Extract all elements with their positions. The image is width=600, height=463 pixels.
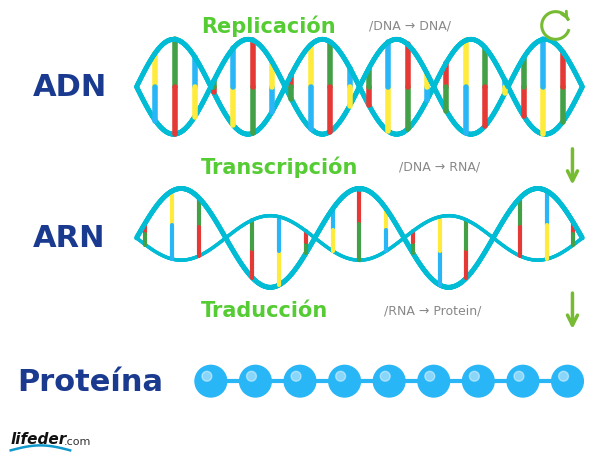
Circle shape xyxy=(469,371,479,382)
Text: /DNA → RNA/: /DNA → RNA/ xyxy=(399,160,480,173)
Text: Traducción: Traducción xyxy=(201,300,328,320)
Text: ARN: ARN xyxy=(32,224,105,253)
Circle shape xyxy=(373,366,405,397)
Circle shape xyxy=(291,371,301,382)
Circle shape xyxy=(425,371,435,382)
Circle shape xyxy=(559,371,568,382)
Text: Proteína: Proteína xyxy=(17,367,164,396)
Circle shape xyxy=(335,371,346,382)
Text: ADN: ADN xyxy=(32,73,107,102)
Circle shape xyxy=(239,366,271,397)
Circle shape xyxy=(551,366,583,397)
Text: .com: .com xyxy=(64,437,92,446)
Text: /RNA → Protein/: /RNA → Protein/ xyxy=(384,304,482,317)
Circle shape xyxy=(284,366,316,397)
Circle shape xyxy=(247,371,256,382)
Text: Transcripción: Transcripción xyxy=(201,156,358,177)
Text: Replicación: Replicación xyxy=(201,16,335,37)
Circle shape xyxy=(463,366,494,397)
Text: lifeder: lifeder xyxy=(11,431,67,446)
Text: /DNA → DNA/: /DNA → DNA/ xyxy=(370,20,451,33)
Circle shape xyxy=(380,371,390,382)
Circle shape xyxy=(195,366,227,397)
Circle shape xyxy=(329,366,361,397)
Circle shape xyxy=(202,371,212,382)
Circle shape xyxy=(514,371,524,382)
Circle shape xyxy=(507,366,539,397)
Circle shape xyxy=(418,366,449,397)
